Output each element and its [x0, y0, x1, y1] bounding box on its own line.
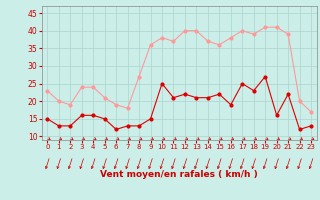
X-axis label: Vent moyen/en rafales ( km/h ): Vent moyen/en rafales ( km/h ): [100, 170, 258, 179]
